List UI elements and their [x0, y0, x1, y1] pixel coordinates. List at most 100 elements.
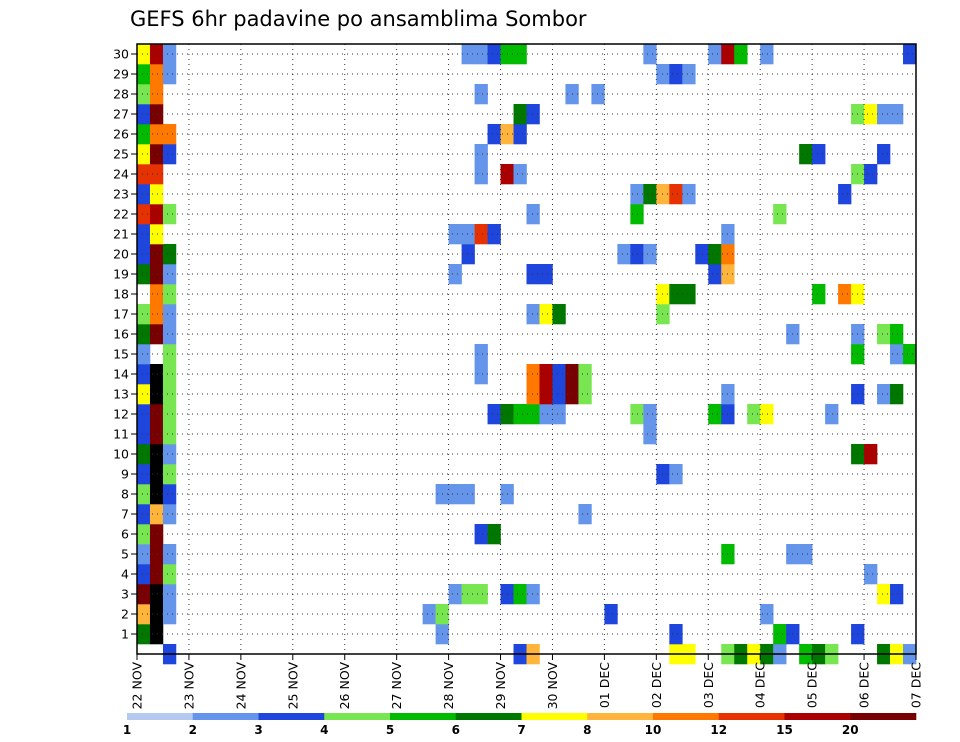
- data-cell: [526, 264, 540, 285]
- data-cell: [461, 44, 475, 65]
- data-cell: [149, 144, 164, 165]
- data-cell: [760, 404, 774, 425]
- data-cell: [149, 384, 164, 405]
- data-cell: [643, 44, 657, 65]
- data-cell: [149, 84, 164, 105]
- data-cell: [149, 244, 164, 265]
- data-cell: [760, 44, 774, 65]
- data-cell: [162, 44, 177, 65]
- data-cell: [137, 324, 151, 345]
- data-cell: [643, 244, 657, 265]
- data-cell: [149, 464, 164, 485]
- data-cell: [149, 424, 164, 445]
- x-tick-label: 05 DEC: [805, 662, 820, 708]
- data-cell: [773, 204, 787, 225]
- data-cell: [877, 324, 891, 345]
- data-cell: [461, 484, 475, 505]
- data-cell: [539, 404, 553, 425]
- data-cell: [474, 44, 488, 65]
- data-cell: [448, 224, 462, 245]
- data-cell: [162, 404, 177, 425]
- data-cell: [526, 384, 540, 405]
- data-cell: [461, 224, 475, 245]
- data-cell: [137, 364, 151, 385]
- legend-swatch: [653, 713, 720, 720]
- data-cell: [708, 244, 722, 265]
- data-cell: [513, 584, 527, 605]
- data-cell: [552, 404, 566, 425]
- data-cell: [513, 44, 527, 65]
- data-cell: [162, 284, 177, 305]
- data-cell: [812, 144, 826, 165]
- data-cell: [149, 204, 164, 225]
- data-cell: [903, 44, 917, 65]
- legend-swatch: [258, 713, 325, 720]
- data-cell: [448, 584, 462, 605]
- data-cell: [162, 564, 177, 585]
- y-tick-label: 14: [113, 367, 129, 382]
- x-tick-label: 01 DEC: [597, 662, 612, 708]
- data-cell: [137, 484, 151, 505]
- data-cell: [578, 384, 592, 405]
- data-cell: [526, 304, 540, 325]
- data-cell: [513, 104, 527, 125]
- data-cell: [825, 404, 839, 425]
- data-cell: [539, 304, 553, 325]
- y-tick-label: 5: [121, 547, 129, 562]
- y-tick-label: 15: [113, 347, 129, 362]
- data-cell: [137, 204, 151, 225]
- data-cell: [591, 84, 605, 105]
- data-cell: [162, 484, 177, 505]
- y-tick-label: 1: [121, 627, 129, 642]
- data-cell: [578, 364, 592, 385]
- data-cell: [708, 44, 722, 65]
- x-tick-label: 22 NOV: [130, 662, 145, 710]
- legend-swatch: [192, 713, 259, 720]
- data-cell: [487, 524, 501, 545]
- data-cell: [162, 264, 177, 285]
- y-tick-label: 28: [113, 87, 129, 102]
- data-cell: [474, 164, 488, 185]
- data-cell: [149, 124, 164, 145]
- data-cell: [149, 524, 164, 545]
- grid-layer: [137, 44, 916, 654]
- data-cell: [708, 264, 722, 285]
- data-cell: [162, 444, 177, 465]
- x-tick-label: 06 DEC: [857, 662, 872, 708]
- data-cell: [474, 224, 488, 245]
- x-tick-label: 27 NOV: [389, 662, 404, 710]
- data-cell: [890, 344, 904, 365]
- y-tick-label: 18: [113, 287, 129, 302]
- data-cell: [149, 184, 164, 205]
- x-tick-label: 28 NOV: [441, 662, 456, 710]
- data-cell: [149, 304, 164, 325]
- data-cell: [461, 244, 475, 265]
- data-cell: [747, 404, 761, 425]
- legend-label: 4: [320, 723, 328, 737]
- y-tick-label: 21: [113, 227, 129, 242]
- legend-label: 12: [710, 723, 727, 737]
- data-cell: [149, 604, 164, 625]
- data-cell: [137, 224, 151, 245]
- data-cell: [552, 384, 566, 405]
- y-tick-label: 7: [121, 507, 129, 522]
- x-tick-label: 24 NOV: [233, 662, 248, 710]
- data-cell: [461, 584, 475, 605]
- x-tick-label: 26 NOV: [337, 662, 352, 710]
- data-cell: [877, 584, 891, 605]
- legend-label: 20: [842, 723, 859, 737]
- data-cell: [643, 404, 657, 425]
- data-cell: [137, 424, 151, 445]
- data-cell: [162, 604, 177, 625]
- legend-swatch: [324, 713, 391, 720]
- data-cell: [513, 164, 527, 185]
- data-cell: [162, 304, 177, 325]
- legend-swatch: [784, 713, 851, 720]
- y-tick-label: 13: [113, 387, 129, 402]
- data-cell: [773, 624, 787, 645]
- data-cell: [448, 484, 462, 505]
- data-cell: [162, 424, 177, 445]
- data-cell: [162, 464, 177, 485]
- data-cell: [448, 264, 462, 285]
- data-cell: [474, 364, 488, 385]
